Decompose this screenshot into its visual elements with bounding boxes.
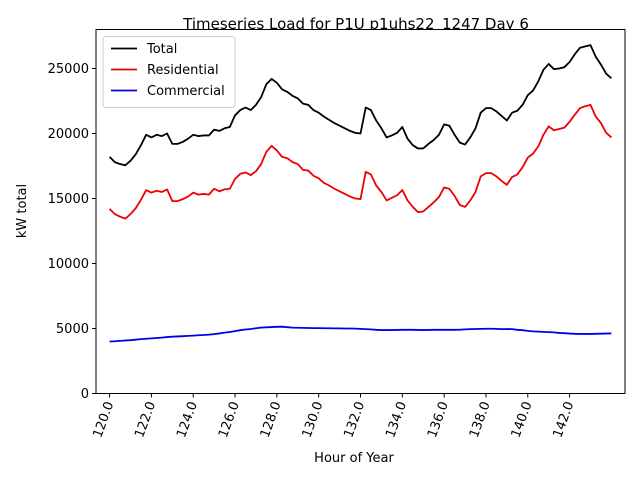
x-tick-label: 124.0 <box>174 400 201 440</box>
x-tick-label: 132.0 <box>341 400 368 440</box>
series-line-residential <box>108 104 613 220</box>
x-tick-label: 122.0 <box>132 400 159 440</box>
x-tick-label: 134.0 <box>383 400 410 440</box>
y-tick-label: 0 <box>81 387 89 402</box>
y-tick-label: 10000 <box>48 257 89 272</box>
legend-label-commercial: Commercial <box>147 84 225 99</box>
legend: Total Residential Commercial <box>102 36 236 108</box>
x-tick-label: 138.0 <box>467 400 494 440</box>
x-axis: 120.0 122.0 124.0 126.0 128.0 130.0 132.0 134.0… <box>91 393 578 440</box>
y-axis-label: kW total <box>15 184 30 238</box>
y-tick-label: 15000 <box>48 192 89 207</box>
x-tick-label: 136.0 <box>425 400 452 440</box>
y-tick-label: 25000 <box>48 62 89 77</box>
x-tick-label: 140.0 <box>509 400 536 440</box>
y-tick-label: 5000 <box>56 322 89 337</box>
y-axis: 0 5000 10000 15000 20000 25000 <box>48 62 96 402</box>
x-tick-label: 128.0 <box>258 400 285 440</box>
series-line-total <box>108 44 613 167</box>
series-line-commercial <box>109 325 612 343</box>
legend-label-residential: Residential <box>147 63 219 78</box>
x-tick-label: 120.0 <box>91 400 118 440</box>
x-tick-label: 130.0 <box>300 400 327 440</box>
x-tick-label: 126.0 <box>216 400 243 440</box>
x-axis-label: Hour of Year <box>314 451 394 466</box>
series-layer <box>108 44 613 343</box>
legend-label-total: Total <box>146 42 177 57</box>
plot-frame <box>95 29 626 394</box>
y-tick-label: 20000 <box>48 127 89 142</box>
x-tick-label: 142.0 <box>551 400 578 440</box>
